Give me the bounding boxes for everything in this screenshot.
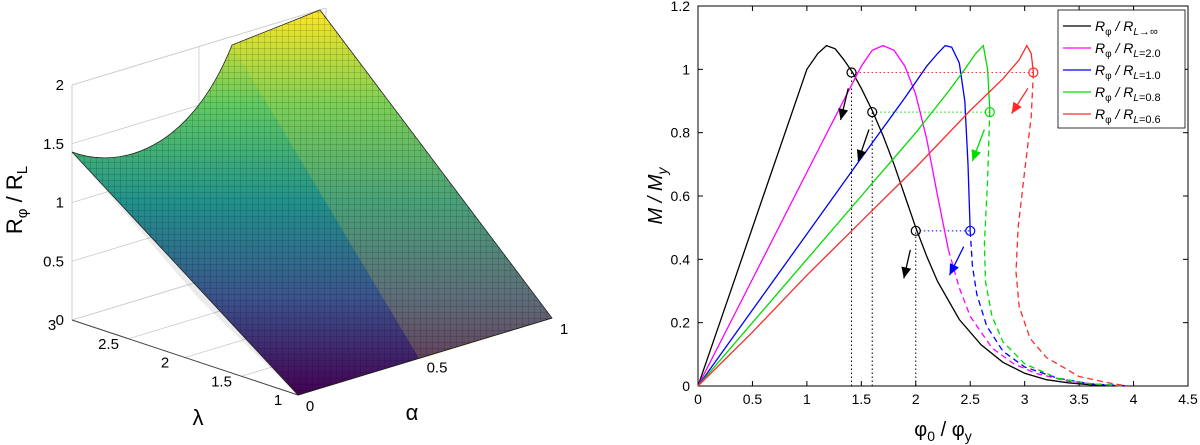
x-tick-label: 3.5: [1069, 391, 1089, 407]
x-axis-label-sep: / φ: [935, 419, 965, 441]
y-tick-label: 1: [682, 61, 690, 77]
arrow-head: [971, 149, 981, 162]
legend: Rφ / RL→∞Rφ / RL=2.0Rφ / RL=1.0Rφ / RL=0…: [1057, 9, 1186, 129]
legend-entry: Rφ / RL=0.6: [1095, 106, 1161, 126]
x-axis-label: α: [406, 400, 419, 425]
y-tick-label: 0.6: [671, 188, 691, 204]
marker-circle: [846, 67, 857, 78]
series-dashed-4: [1015, 72, 1129, 387]
x-axis-label-den-sub: y: [965, 428, 972, 444]
z-axis-label-main: R: [2, 218, 27, 234]
z-tick-label: 1.5: [43, 136, 64, 153]
x-tick-label: 1.5: [852, 391, 872, 407]
z-axis-label-main-sub: φ: [14, 208, 31, 218]
arrow-head: [838, 108, 849, 120]
z-axis-label-sep: / R: [2, 174, 27, 208]
surface: [71, 9, 553, 396]
x-tick-label: 2: [912, 391, 920, 407]
arrow-head: [856, 149, 867, 162]
lambda-tick-label: 1.5: [211, 373, 232, 390]
marker-circle: [984, 106, 995, 118]
y-tick-label: 0.2: [671, 315, 691, 331]
lambda-tick-label: 2: [161, 355, 169, 372]
series-line-1: [697, 44, 950, 387]
line-chart: 0 0.5 1 1.5 2 2.5 3 3.5 4 4.5 0 0.2 0.4 0.6 0.8 1 1.2 Rφ…: [645, 0, 1198, 444]
axis-ticks: 0 0.5 1 1.5 2 2.5 3 3.5 4 4.5 0 0.2 0.4 0.6 0.8 1 1.2: [671, 0, 1198, 407]
x-tick-label: 4.5: [1178, 391, 1198, 407]
guide-lines: [851, 72, 1034, 386]
z-tick-label: 2: [56, 77, 64, 94]
lambda-tick-label: 3: [48, 317, 56, 334]
y-tick-label: 1.2: [671, 0, 691, 14]
legend-entry: Rφ / RL=1.0: [1095, 62, 1161, 82]
y-tick-label: 0.4: [671, 251, 691, 267]
x-tick-label: 3: [1021, 391, 1029, 407]
lambda-tick-label: 1: [274, 392, 282, 409]
z-axis-label-den-sub: L: [14, 166, 31, 174]
y-axis-label-den-sub: y: [654, 166, 670, 175]
marker-circle: [965, 225, 976, 236]
marker-circle: [867, 106, 878, 118]
series-lines: [697, 44, 1129, 387]
y-tick-label: 0: [682, 378, 690, 394]
y-axis-label-main: M: [645, 208, 667, 225]
y-tick-label: 0.8: [671, 125, 691, 141]
alpha-tick-label: 0.5: [427, 360, 448, 377]
legend-entry: Rφ / RL=0.8: [1095, 84, 1161, 104]
surface-mesh: [72, 10, 552, 395]
grid-line: [71, 7, 327, 86]
arrow-head: [901, 266, 912, 279]
z-tick-label: 0.5: [43, 253, 64, 270]
marker-circle: [1028, 67, 1039, 78]
lambda-axis: [71, 319, 299, 396]
arrow-head: [949, 263, 959, 276]
series-line-4: [697, 44, 1035, 387]
x-axis-label-main: φ: [914, 419, 927, 441]
y-axis-label: M / My: [645, 166, 670, 224]
y-axis-label: λ: [193, 405, 204, 430]
legend-entry: Rφ / RL=2.0: [1095, 40, 1161, 60]
series-line-2: [697, 44, 971, 387]
marker-circle: [910, 225, 921, 236]
lambda-tick-label: 2.5: [98, 336, 119, 353]
x-axis-label-main-sub: 0: [927, 428, 935, 444]
y-axis-label-sep: / M: [645, 174, 667, 208]
z-tick-label: 1: [56, 195, 64, 212]
x-tick-label: 2.5: [960, 391, 980, 407]
series-dashed-3: [983, 110, 1129, 387]
markers: [846, 67, 1039, 236]
x-tick-label: 0.5: [743, 391, 763, 407]
legend-entry: Rφ / RL→∞: [1095, 18, 1158, 38]
x-tick-label: 4: [1130, 391, 1138, 407]
x-axis-label: φ0 / φy: [914, 419, 971, 444]
surface-edge: [71, 9, 553, 396]
alpha-tick-label: 0: [306, 398, 314, 415]
series-line-0: [697, 44, 1129, 387]
z-axis-label: Rφ / RL: [2, 166, 31, 234]
series-line-3: [697, 44, 991, 387]
x-tick-label: 0: [694, 391, 702, 407]
arrows: [838, 87, 1029, 279]
x-tick-label: 1: [803, 391, 811, 407]
legend-box: [1057, 9, 1186, 129]
z-tick-label: 0: [56, 312, 64, 329]
arrow-head: [1011, 101, 1022, 114]
alpha-tick-label: 1: [560, 321, 568, 338]
